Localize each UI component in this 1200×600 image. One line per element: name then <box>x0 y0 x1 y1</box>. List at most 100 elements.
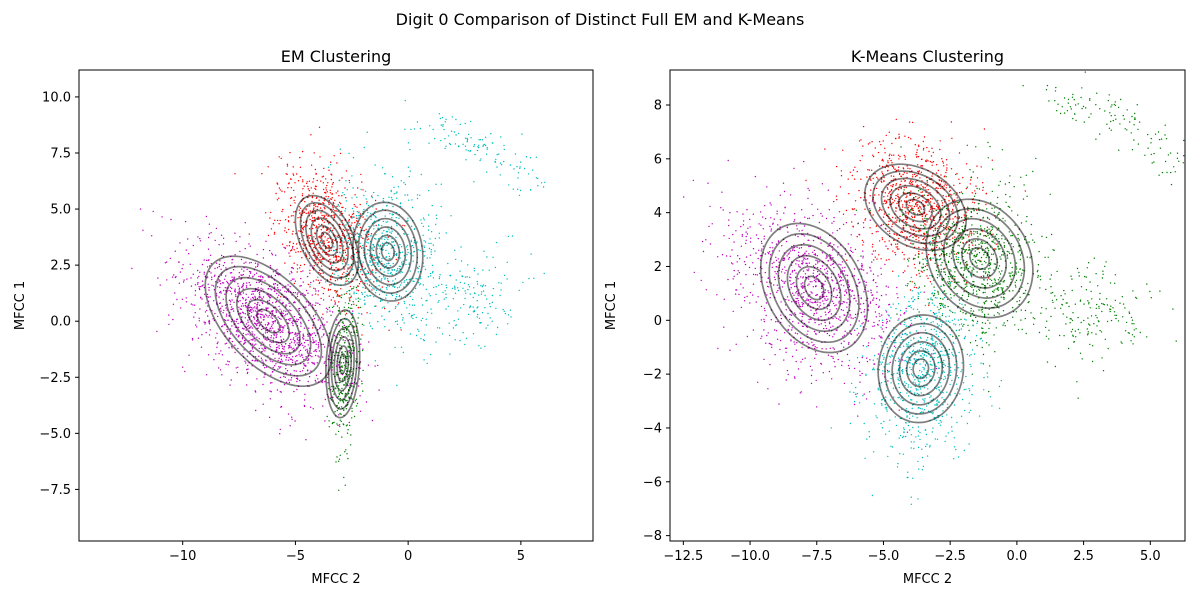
panel-1-cluster-1-point <box>951 229 954 232</box>
panel-0-cluster-2-point <box>383 306 385 308</box>
panel-0-cluster-2-point <box>381 242 384 244</box>
panel-0-cluster-0-point <box>258 338 260 340</box>
panel-0-cluster-1-point <box>314 293 317 295</box>
panel-0-cluster-0-point <box>313 317 316 320</box>
panel-0-cluster-2-point <box>348 181 351 184</box>
panel-0-cluster-0-point <box>276 389 279 391</box>
panel-0-cluster-2-point <box>423 334 426 336</box>
panel-0-cluster-2-point <box>386 237 388 239</box>
panel-0-cluster-2-point <box>356 217 358 220</box>
panel-0-cluster-1-point <box>357 307 359 309</box>
panel-1-cluster-0-point <box>717 256 719 258</box>
panel-1-cluster-1-point <box>943 185 945 187</box>
panel-0-cluster-1-point <box>336 293 339 296</box>
panel-1-cluster-0-point <box>808 321 810 323</box>
panel-0-cluster-0-point <box>254 323 257 325</box>
panel-1-cluster-0-point <box>830 326 832 328</box>
panel-0-outlier-point <box>483 250 485 252</box>
panel-1-cluster-0-point <box>824 299 826 301</box>
panel-0-outlier-point <box>445 287 448 289</box>
panel-0-outlier-point <box>491 320 493 322</box>
panel-0-cluster-2-point <box>367 211 369 214</box>
panel-1-cluster-0-point <box>867 342 870 344</box>
panel-0-cluster-2-point <box>376 261 378 264</box>
panel-0-cluster-0-point <box>247 319 249 321</box>
panel-0-cluster-2-point <box>392 241 394 243</box>
panel-0-cluster-0-point <box>267 322 269 324</box>
panel-1-cluster-1-point <box>932 182 934 184</box>
panel-1-cluster-0-point <box>833 200 835 203</box>
panel-0-cluster-2-point <box>396 225 398 227</box>
panel-1-cluster-1-point <box>963 214 965 216</box>
panel-1-cluster-1-point <box>871 232 873 235</box>
panel-0-cluster-0-point <box>317 302 319 304</box>
panel-0-cluster-0-point <box>289 273 291 275</box>
panel-0-cluster-0-point <box>237 366 239 368</box>
panel-0-cluster-2-point <box>408 279 410 281</box>
panel-1-cluster-0-point <box>814 321 816 324</box>
panel-1-cluster-0-point <box>773 261 775 263</box>
figure-suptitle: Digit 0 Comparison of Distinct Full EM a… <box>396 10 805 29</box>
panel-1-cluster-0-point <box>764 205 766 207</box>
panel-0-cluster-0-point <box>241 268 243 270</box>
panel-0-cluster-1-point <box>293 221 295 223</box>
panel-1-cluster-1-point <box>874 256 876 258</box>
panel-1-cluster-0-point <box>899 314 902 316</box>
panel-1-cluster-0-point <box>842 309 844 312</box>
panel-0-cluster-0-point <box>231 299 233 301</box>
panel-1-cluster-1-point <box>918 145 920 148</box>
panel-0-cluster-0-point <box>291 416 293 418</box>
panel-1-cluster-0-point <box>789 250 792 252</box>
panel-0-cluster-1-point <box>303 225 306 228</box>
panel-0-cluster-1-point <box>313 207 315 209</box>
panel-0-cluster-2-point <box>406 253 408 256</box>
panel-1-cluster-0-point <box>815 353 817 355</box>
panel-0-cluster-1-point <box>341 206 343 209</box>
panel-0-cluster-3-point <box>351 371 353 373</box>
panel-0-cluster-0-point <box>278 305 280 308</box>
panel-1-cluster-0-point <box>709 205 711 208</box>
panel-1-cluster-0-point <box>819 302 821 304</box>
panel-0-cluster-1-point <box>341 195 343 197</box>
panel-1-cluster-0-point <box>854 297 856 299</box>
panel-1-cluster-0-point <box>786 296 789 298</box>
panel-0-cluster-0-point <box>240 340 242 343</box>
panel-0-cluster-3-point <box>346 376 349 378</box>
panel-1-cluster-0-point <box>770 228 773 230</box>
panel-1-cluster-0-point <box>815 310 817 312</box>
panel-0-outlier-point <box>487 324 489 326</box>
panel-1-cluster-0-point <box>738 293 740 296</box>
panel-0-outlier-point <box>449 353 451 355</box>
panel-0-outlier-point <box>451 116 453 118</box>
panel-1-cluster-0-point <box>815 379 817 382</box>
panel-0-cluster-1-point <box>293 282 295 285</box>
panel-1-cluster-0-point <box>867 290 869 292</box>
panel-0-cluster-0-point <box>287 345 290 347</box>
panel-1-cluster-0-point <box>840 309 843 311</box>
panel-0-cluster-1-point <box>301 193 304 195</box>
panel-1-cluster-0-point <box>863 309 866 311</box>
panel-0-cluster-0-point <box>272 327 274 329</box>
panel-0-cluster-0-point <box>292 291 295 294</box>
panel-1-cluster-0-point <box>752 294 754 296</box>
panel-1-cluster-0-point <box>788 256 791 259</box>
panel-0-cluster-0-point <box>226 328 228 331</box>
panel-0-cluster-2-point <box>380 299 382 302</box>
panel-0-cluster-2-point <box>413 313 415 316</box>
panel-1-cluster-0-point <box>775 330 778 332</box>
panel-0-outlier-point <box>486 171 488 173</box>
panel-0-cluster-1-point <box>335 258 337 261</box>
panel-0-cluster-0-point <box>303 335 305 337</box>
panel-0-cluster-0-point <box>321 336 323 338</box>
panel-0-outlier-point <box>516 166 518 168</box>
panel-0-cluster-2-point <box>333 273 335 275</box>
panel-1-cluster-0-point <box>826 276 829 278</box>
panel-0-cluster-1-point <box>330 284 332 286</box>
panel-0-cluster-1-point <box>346 280 348 282</box>
panel-0-cluster-2-point <box>387 279 389 282</box>
panel-0-cluster-2-point <box>385 221 387 223</box>
panel-0-cluster-2-point <box>348 267 350 269</box>
panel-0-cluster-0-point <box>303 364 305 366</box>
panel-0-cluster-0-point <box>317 347 319 349</box>
panel-0-cluster-2-point <box>389 265 391 267</box>
